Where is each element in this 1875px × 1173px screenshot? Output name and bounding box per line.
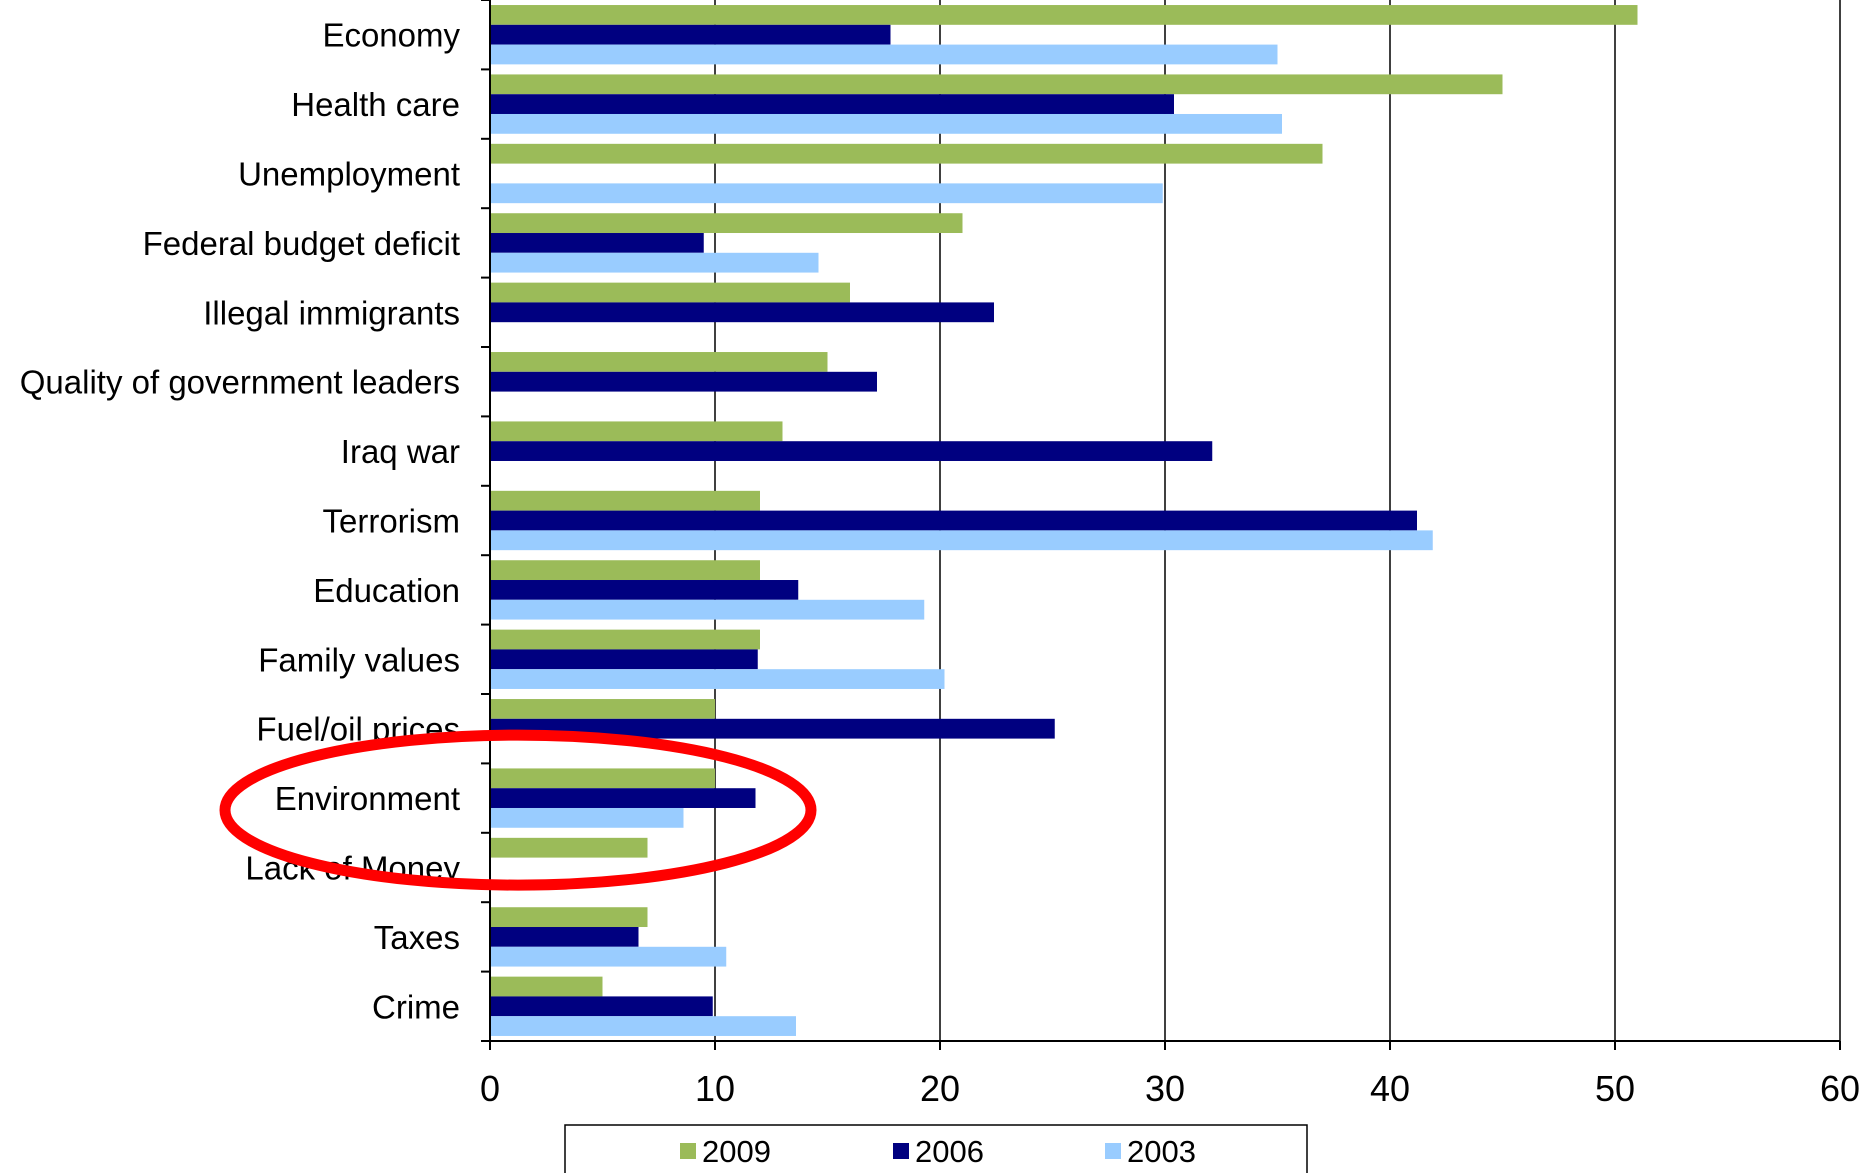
category-label: Economy [322,17,460,54]
bar-2006-family-values [490,649,758,670]
bar-2006-taxes [490,927,639,947]
bar-2003-health-care [490,113,1282,134]
bar-2003-taxes [490,946,727,967]
bar-2003-economy [490,44,1278,65]
bar-2006-environment [490,788,756,808]
legend-swatch-2003 [1105,1143,1121,1159]
annotation-ellipse [219,729,817,891]
category-label: Environment [275,780,460,817]
category-label: Education [313,572,460,609]
legend-swatch-2006 [893,1143,909,1159]
bar-2003-crime [490,1016,796,1036]
bar-2006-fuel-oil-prices [490,718,1055,739]
bar-2006-crime [490,996,713,1017]
x-tick-label: 0 [480,1068,500,1109]
bar-2009-federal-budget-deficit [490,213,963,234]
bar-2003-terrorism [490,530,1433,551]
x-tick-label: 40 [1370,1068,1410,1109]
bar-2009-lack-of-money [490,837,648,858]
bar-2009-iraq-war [490,421,783,442]
x-tick-label: 10 [695,1068,735,1109]
category-label: Unemployment [238,156,460,193]
bar-2009-unemployment [490,143,1323,164]
category-label: Iraq war [341,433,460,470]
category-label: Illegal immigrants [203,294,460,331]
bar-2003-environment [490,807,684,828]
bar-2009-terrorism [490,490,760,511]
bar-2006-education [490,580,799,600]
category-label: Terrorism [323,503,461,540]
bar-2006-economy [490,24,891,45]
bar-2006-federal-budget-deficit [490,233,704,253]
category-label: Federal budget deficit [143,225,460,262]
category-label: Quality of government leaders [20,364,460,401]
bar-2006-illegal-immigrants [490,302,994,323]
x-tick-label: 30 [1145,1068,1185,1109]
category-label: Family values [258,641,460,678]
legend-swatch-2009 [680,1143,696,1159]
bar-2009-crime [490,976,603,997]
x-tick-label: 50 [1595,1068,1635,1109]
bar-2006-quality-of-government-leaders [490,371,877,392]
bar-2009-economy [490,5,1638,25]
bar-2006-health-care [490,94,1174,114]
bar-2009-health-care [490,74,1503,95]
x-tick-label: 60 [1820,1068,1860,1109]
bar-2006-terrorism [490,510,1417,531]
legend-label-2003: 2003 [1127,1134,1196,1169]
x-tick-label: 20 [920,1068,960,1109]
category-label: Crime [372,988,460,1025]
bar-2003-unemployment [490,183,1163,204]
category-label: Health care [291,86,460,123]
bar-2003-education [490,599,925,620]
bar-2003-family-values [490,669,945,689]
bar-2009-family-values [490,629,760,650]
bar-2006-iraq-war [490,441,1213,461]
bar-2009-fuel-oil-prices [490,699,715,719]
bar-2009-illegal-immigrants [490,282,850,303]
legend-label-2009: 2009 [702,1134,771,1169]
bar-2009-quality-of-government-leaders [490,352,828,372]
bar-2003-federal-budget-deficit [490,252,819,273]
bar-2009-taxes [490,907,648,928]
category-label: Taxes [374,919,460,956]
bar-2009-environment [490,768,715,789]
legend-label-2006: 2006 [915,1134,984,1169]
bar-2009-education [490,560,760,581]
